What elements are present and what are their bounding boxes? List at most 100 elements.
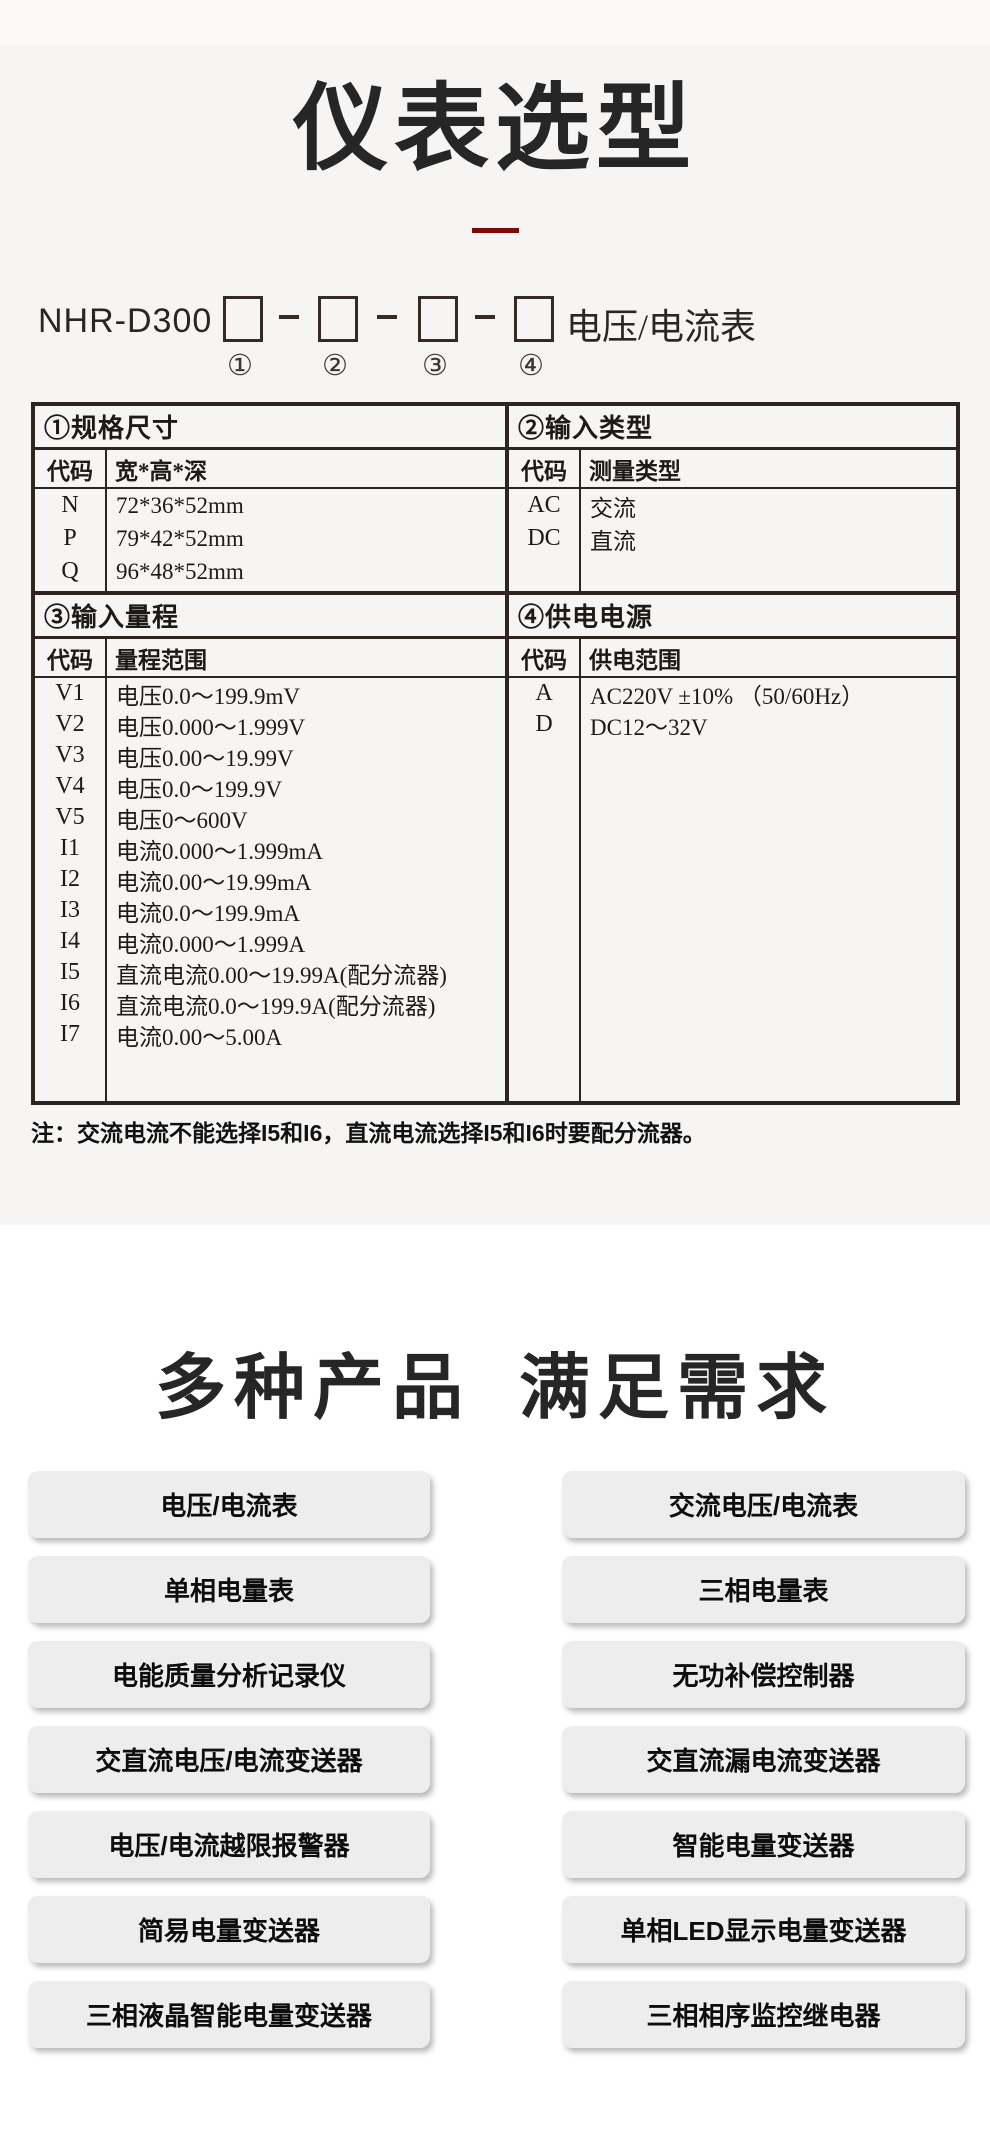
product-button[interactable]: 三相相序监控继电器 xyxy=(562,1981,965,2048)
product-button[interactable]: 交直流漏电流变送器 xyxy=(562,1726,965,1793)
size-code-cell: Q xyxy=(61,558,79,584)
product-button[interactable]: 电压/电流表 xyxy=(28,1471,430,1538)
product-button[interactable]: 无功补偿控制器 xyxy=(562,1641,965,1708)
product-button[interactable]: 交流电压/电流表 xyxy=(562,1471,965,1538)
product-button[interactable]: 三相电量表 xyxy=(562,1556,965,1623)
product-button[interactable]: 单相电量表 xyxy=(28,1556,430,1623)
range-value-cell: 电压0～600V xyxy=(116,807,248,833)
model-slot-box-2 xyxy=(318,296,358,342)
value-column-header: 量程范围 xyxy=(115,647,207,673)
top-strip xyxy=(0,0,990,45)
range-value-cell: 电流0.00～19.99mA xyxy=(116,869,312,895)
products-section: 多种产品 满足需求 电压/电流表 单相电量表电能质量分析记录仪 交直流电压/电流变送器… xyxy=(0,1225,990,2129)
product-button[interactable]: 简易电量变送器 xyxy=(28,1896,430,1963)
position-marker-3: ③ xyxy=(422,350,448,382)
product-button[interactable]: 电压/电流越限报警器 xyxy=(28,1811,430,1878)
code-column-header: 代码 xyxy=(35,639,107,676)
range-code-cell: I3 xyxy=(60,897,80,923)
range-code-cell: I2 xyxy=(60,866,80,892)
value-column-header: 宽*高*深 xyxy=(115,458,207,484)
spec-section-size-column-headers: 代码 宽*高*深 xyxy=(35,450,505,489)
value-column: 电压0.0～199.9mV 电压0.000～1.999V 电压0.00～19.99V… xyxy=(107,678,505,1101)
range-value-cell: 电压0.0～199.9mV xyxy=(116,683,300,709)
range-value-cell: 电流0.000～1.999mA xyxy=(116,838,323,864)
code-column: AC DC xyxy=(509,489,581,591)
power-value-cell: DC12～32V xyxy=(590,714,708,740)
spec-section-input-type-body: AC DC 交流直流 xyxy=(509,489,956,591)
spec-section-input-range: ③输入量程 代码 量程范围 V1 V2 V3 V4 V5 I1 I2 I3 I4 I5 I6 I7 电… xyxy=(35,595,509,1101)
range-code-cell: V2 xyxy=(55,711,85,737)
size-value-cell: 72*36*52mm xyxy=(116,492,244,518)
range-code-cell: I4 xyxy=(60,928,80,954)
value-column: AC220V ±10% （50/60Hz） DC12～32V xyxy=(581,678,956,1101)
value-column-header: 测量类型 xyxy=(589,458,681,484)
model-code-diagram: NHR-D300 电压/电流表 ① ② ③ ④ xyxy=(0,296,990,406)
input-type-code-cell: DC xyxy=(527,525,561,551)
spec-section-input-range-header: ③输入量程 xyxy=(35,595,505,639)
value-column-header: 供电范围 xyxy=(589,647,681,673)
model-slot-box-4 xyxy=(514,296,554,342)
power-value-cell: AC220V ±10% （50/60Hz） xyxy=(590,683,865,709)
product-column-right: 交流电压/电流表 三相电量表无功补偿控制器 交直流漏电流变送器 智能电量变送器 单相LE… xyxy=(562,1471,965,2048)
range-code-cell: I5 xyxy=(60,959,80,985)
spec-section-input-range-column-headers: 代码 量程范围 xyxy=(35,639,505,678)
product-button[interactable]: 单相LED显示电量变送器 xyxy=(562,1896,965,1963)
range-code-cell: V1 xyxy=(55,680,85,706)
spec-section-size-header: ①规格尺寸 xyxy=(35,406,505,450)
range-code-cell: V4 xyxy=(55,773,85,799)
input-type-code-cell: AC xyxy=(527,492,561,518)
product-button[interactable]: 三相液晶智能电量变送器 xyxy=(28,1981,430,2048)
position-marker-2: ② xyxy=(322,350,348,382)
range-code-cell: I1 xyxy=(60,835,80,861)
code-column-header: 代码 xyxy=(509,639,581,676)
power-code-cell: D xyxy=(535,711,553,737)
input-type-value-cell: 交流 xyxy=(590,495,636,521)
spec-section-input-type-header: ②输入类型 xyxy=(509,406,956,450)
code-column-header: 代码 xyxy=(35,450,107,487)
range-value-cell: 电流0.00～5.00A xyxy=(116,1024,283,1050)
product-button[interactable]: 电能质量分析记录仪 xyxy=(28,1641,430,1708)
position-marker-4: ④ xyxy=(518,350,544,382)
range-value-cell: 直流电流0.00～19.99A(配分流器) xyxy=(116,962,447,988)
spec-section-power-column-headers: 代码 供电范围 xyxy=(509,639,956,678)
products-heading-left: 多种产品 xyxy=(154,1349,471,1428)
code-column: V1 V2 V3 V4 V5 I1 I2 I3 I4 I5 I6 I7 xyxy=(35,678,107,1101)
range-code-cell: I6 xyxy=(60,990,80,1016)
range-value-cell: 电压0.000～1.999V xyxy=(116,714,306,740)
input-type-value-cell: 直流 xyxy=(590,528,636,554)
spec-section-power-header: ④供电电源 xyxy=(509,595,956,639)
products-heading-right: 满足需求 xyxy=(519,1349,836,1428)
position-marker-1: ① xyxy=(227,350,253,382)
power-code-cell: A xyxy=(535,680,553,706)
size-value-cell: 79*42*52mm xyxy=(116,525,244,551)
product-column-left: 电压/电流表 单相电量表电能质量分析记录仪 交直流电压/电流变送器 电压/电流越限报警… xyxy=(28,1471,430,2048)
page-title: 仪表选型 xyxy=(292,76,697,182)
dash-separator xyxy=(475,315,495,319)
dash-separator xyxy=(377,315,397,319)
size-code-cell: N xyxy=(61,492,79,518)
value-column: 交流 直流 xyxy=(581,489,956,591)
spec-section-input-range-body: V1 V2 V3 V4 V5 I1 I2 I3 I4 I5 I6 I7 电压0.0～199.9mV 电压… xyxy=(35,678,505,1101)
selection-note: 注：交流电流不能选择I5和I6，直流电流选择I5和I6时要配分流器。 xyxy=(31,1120,706,1146)
model-prefix: NHR-D300 xyxy=(38,302,213,340)
code-column-header: 代码 xyxy=(509,450,581,487)
value-column: 72*36*52mm 79*42*52mm 96*48*52mm xyxy=(107,489,505,591)
range-code-cell: V5 xyxy=(55,804,85,830)
product-button[interactable]: 智能电量变送器 xyxy=(562,1811,965,1878)
range-code-cell: I7 xyxy=(60,1021,80,1047)
accent-dash xyxy=(472,228,519,233)
range-value-cell: 电压0.00～19.99V xyxy=(116,745,294,771)
size-code-cell: P xyxy=(63,525,77,551)
product-button[interactable]: 交直流电压/电流变送器 xyxy=(28,1726,430,1793)
model-slot-box-1 xyxy=(223,296,263,342)
products-heading: 多种产品 满足需求 xyxy=(0,1331,990,1433)
range-value-cell: 直流电流0.0～199.9A(配分流器) xyxy=(116,993,436,1019)
